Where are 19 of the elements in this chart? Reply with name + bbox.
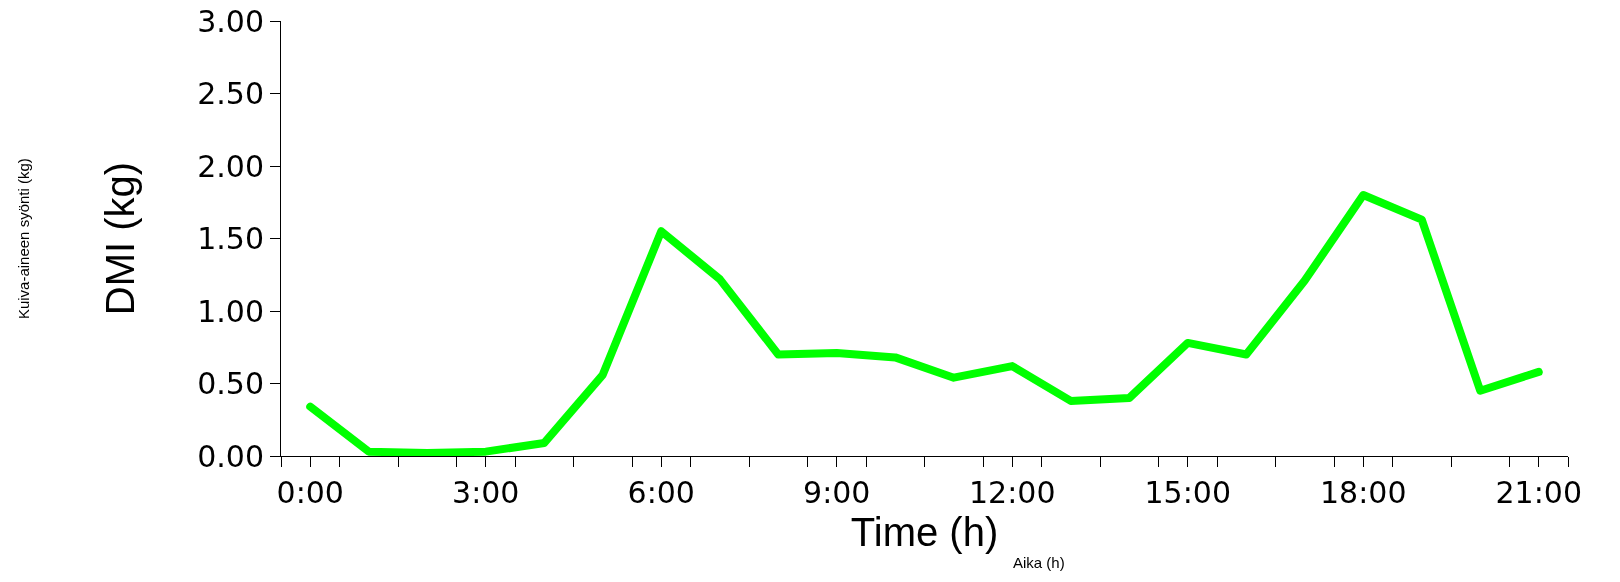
y-tick-label: 0.00 (197, 438, 264, 474)
y-tick-label: 3.00 (197, 3, 264, 39)
y-tick-label: 1.50 (197, 221, 264, 256)
x-tick-label: 9:00 (803, 475, 871, 510)
y-tick-label: 0.50 (197, 366, 264, 401)
x-tick-label: 3:00 (452, 475, 520, 510)
y-tick-label: 2.00 (197, 148, 264, 184)
text: Kuiva-aineen syönti (kg) (15, 158, 33, 320)
x-tick-label: 15:00 (1144, 475, 1231, 510)
x-tick-label: 12:00 (969, 475, 1056, 510)
x-tick-label: 0:00 (276, 475, 344, 510)
y-axis-title: DMI (kg) (97, 161, 142, 316)
text: Aika (h) (1013, 554, 1065, 571)
y-tick-label: 1.00 (197, 293, 264, 329)
y-tick-label: 2.50 (197, 76, 264, 111)
x-tick-label: 6:00 (627, 475, 695, 510)
x-axis-title: Time (h) (850, 510, 999, 554)
x-tick-label: 18:00 (1320, 475, 1407, 510)
x-tick-label: 21:00 (1495, 475, 1582, 510)
